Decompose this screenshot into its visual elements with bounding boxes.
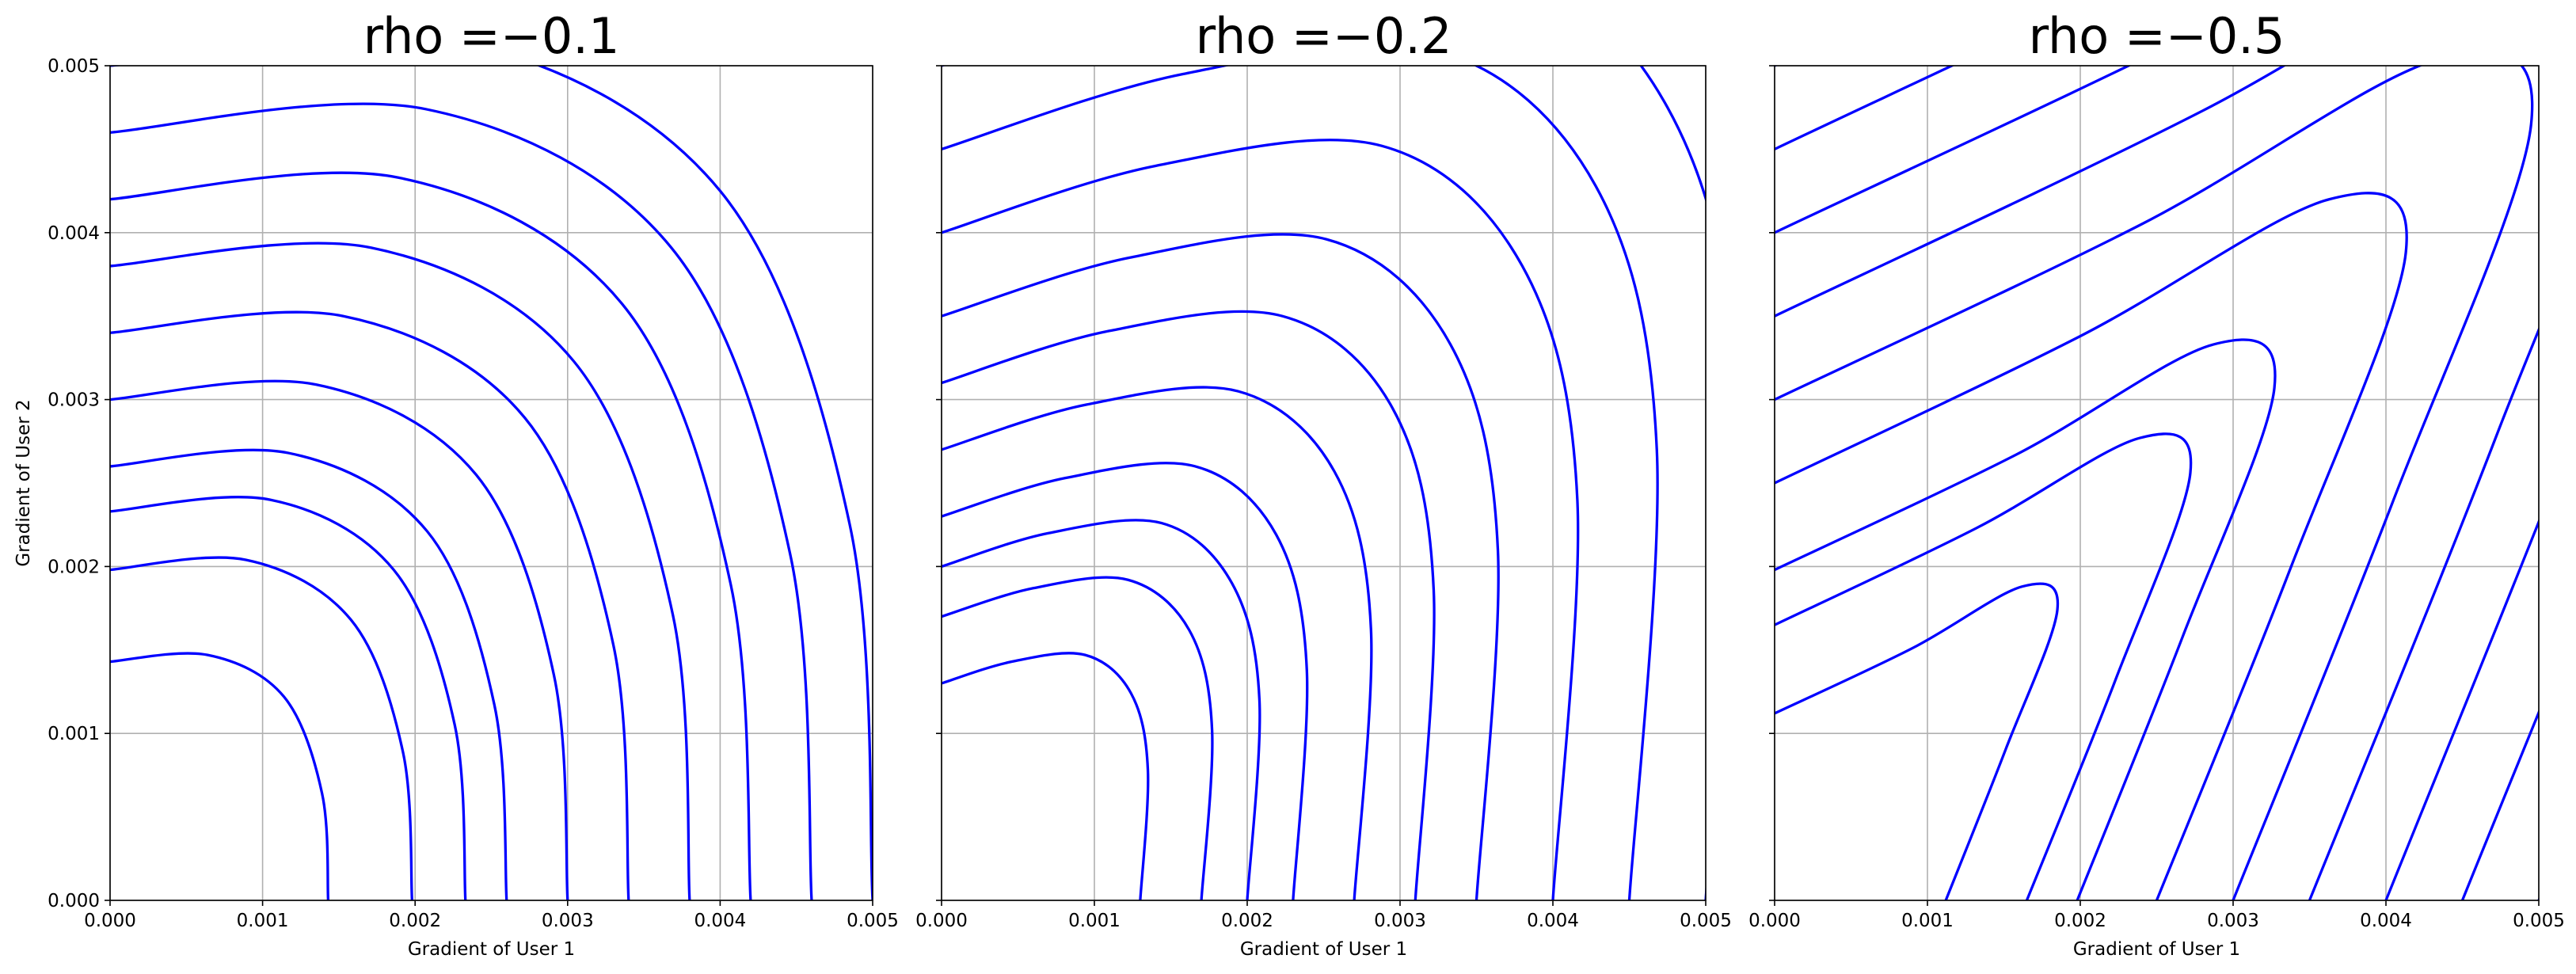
x-tick-label: 0.002 (389, 911, 441, 931)
contour-line (942, 66, 1706, 900)
contour-line (942, 519, 1261, 900)
panel: 0.000 0.001 0.002 0.003 0.004 0.005 rho =−0.5 G… (1748, 7, 2565, 960)
contour-line (942, 66, 1659, 900)
contour-line (1775, 66, 2539, 900)
y-tick-label: 0.005 (48, 56, 100, 77)
x-axis-label: Gradient of User 1 (408, 939, 575, 960)
chart-title: rho =−0.5 (2029, 7, 2285, 65)
x-axis-label: Gradient of User 1 (2073, 939, 2240, 960)
y-tick-label: 0.002 (48, 557, 100, 577)
x-tick-label: 0.004 (694, 911, 746, 931)
chart-title: rho =−0.1 (363, 7, 620, 65)
contour-line (942, 310, 1436, 900)
contour-group (1775, 66, 2539, 900)
axes-frame (941, 65, 1707, 901)
contour-line (110, 102, 813, 900)
contour-line (942, 576, 1214, 900)
x-tick-label: 0.000 (1748, 911, 1801, 931)
contour-line (942, 139, 1580, 900)
contour-line (110, 310, 630, 900)
contour-line (1775, 66, 2534, 900)
x-tick-label: 0.005 (2513, 911, 2565, 931)
contour-line (1775, 192, 2408, 900)
x-tick-label: 0.005 (1680, 911, 1732, 931)
contour-line (1775, 582, 2060, 900)
contour-line (1775, 66, 2539, 900)
chart-title: rho =−0.2 (1196, 7, 1452, 65)
x-axis-label: Gradient of User 1 (1240, 939, 1407, 960)
panel: 0.000 0.001 0.002 0.003 0.004 0.005 rho =−0.2 G… (915, 7, 1732, 960)
axes-frame (109, 65, 873, 901)
contour-line (1775, 338, 2277, 900)
contour-group (942, 66, 1706, 900)
contour-group (110, 66, 873, 900)
contour-line (1775, 432, 2193, 900)
x-tick-label: 0.004 (2360, 911, 2412, 931)
contour-line (110, 66, 873, 900)
y-tick-label: 0.004 (48, 223, 100, 244)
x-tick-label: 0.000 (915, 911, 968, 931)
contour-line (110, 496, 467, 900)
contour-line (942, 462, 1309, 900)
y-tick-label: 0.003 (48, 390, 100, 411)
y-tick-label: 0.001 (48, 724, 100, 744)
contour-line (110, 556, 413, 900)
x-tick-label: 0.003 (1374, 911, 1426, 931)
x-tick-label: 0.001 (1068, 911, 1121, 931)
contour-line (110, 652, 330, 900)
contour-line (942, 233, 1500, 900)
contour-line (1775, 66, 2539, 900)
panel: 0.000 0.001 0.002 0.003 0.004 0.005 0.000 0.001… (13, 7, 899, 960)
x-tick-label: 0.005 (847, 911, 899, 931)
x-tick-label: 0.001 (237, 911, 289, 931)
x-tick-label: 0.003 (542, 911, 594, 931)
contour-line (1775, 66, 2539, 900)
x-tick-label: 0.002 (2054, 911, 2106, 931)
contour-line (942, 386, 1373, 900)
x-tick-label: 0.002 (1221, 911, 1273, 931)
contour-line (110, 379, 569, 900)
contour-line (110, 171, 752, 900)
x-tick-label: 0.003 (2207, 911, 2259, 931)
contour-line (942, 652, 1150, 900)
contour-line (110, 242, 691, 900)
x-tick-label: 0.000 (84, 911, 136, 931)
x-tick-label: 0.004 (1527, 911, 1579, 931)
contour-line (110, 448, 508, 900)
axes-frame (1774, 65, 2540, 901)
y-axis-label: Gradient of User 2 (13, 399, 34, 566)
x-tick-label: 0.001 (1901, 911, 1954, 931)
y-tick-label: 0.000 (48, 891, 100, 911)
